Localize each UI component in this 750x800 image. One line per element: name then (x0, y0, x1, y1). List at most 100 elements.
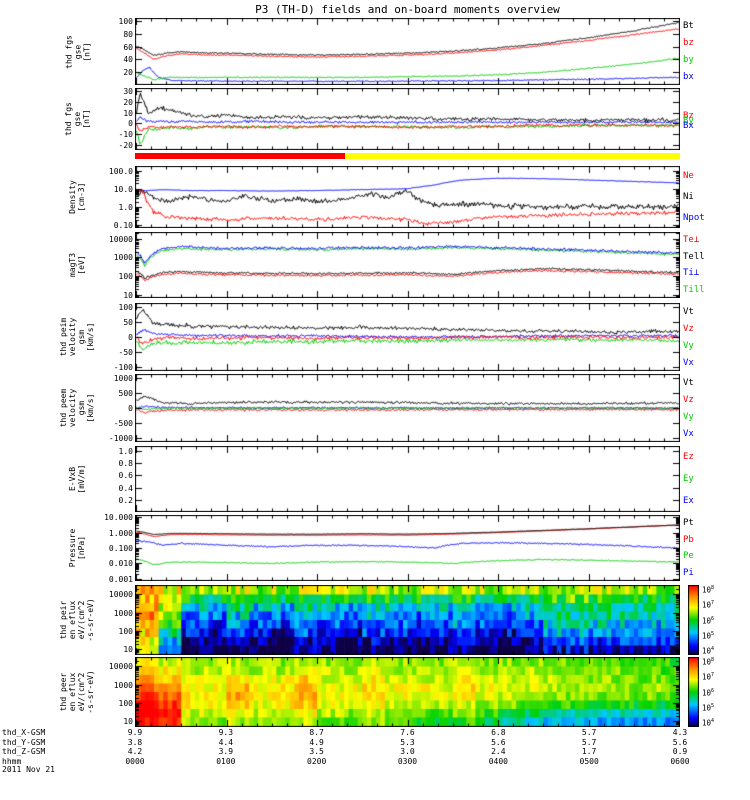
ytick-label: -500 (113, 418, 133, 428)
legend-Vy: Vy (683, 411, 694, 422)
ytick-label: 0.100 (108, 544, 133, 553)
legend-Bz: Bz (683, 111, 694, 121)
axis-value: 5.7 (581, 737, 597, 747)
ylabel-fgs-total: thd fgs gse [nT] (54, 18, 100, 85)
panel-canvas-electron-spectrogram (135, 657, 680, 727)
panel-canvas-pressure (135, 515, 680, 581)
panel-canvas-density (135, 166, 680, 228)
colorbar-label: 104 (702, 646, 715, 656)
ytick-label: 10 (123, 291, 133, 301)
axis-row-label-1: thd_Y-GSM (2, 737, 46, 747)
panel-canvas-efield (135, 446, 680, 512)
ylabel-text-ion-spectrogram: thd peir en eflux eV/(cm^2 -s-sr-eV) (59, 598, 95, 642)
axis-value: 0500 (579, 756, 599, 766)
ytick-label: 10 (123, 717, 133, 727)
ylabel-electron-spectrogram: thd peer en eflux eV/(cm^2 -s-sr-eV) (54, 657, 100, 727)
colorbar-label: 104 (702, 718, 715, 728)
quality-bar-segment-0 (135, 153, 345, 159)
ytick-label: 10000 (108, 234, 133, 244)
legend-Vz: Vz (683, 323, 694, 334)
panel-canvas-electron-velocity (135, 374, 680, 442)
ytick-label: 40 (123, 55, 133, 65)
ylabel-electron-velocity: thd peem velocity gsm [km/s] (54, 374, 100, 442)
legend-Pt: Pt (683, 518, 694, 529)
legend-Npot: Npot (683, 212, 705, 223)
ytick-label: 0 (128, 404, 133, 413)
colorbar-label: 108 (702, 657, 715, 667)
panel-canvas-fgs-components (135, 88, 680, 150)
colorbar-electron-spectrogram (688, 657, 699, 727)
axis-value: 5.6 (491, 737, 506, 747)
axis-value: 0100 (216, 756, 236, 766)
ytick-label: 50 (123, 318, 133, 328)
ylabel-ion-velocity: thd peim velocity gsm [km/s] (54, 303, 100, 371)
ytick-label: 0 (128, 333, 133, 342)
axis-row-label-0: thd_X-GSM (2, 728, 46, 737)
panel-canvas-ion-velocity (135, 303, 680, 371)
ytick-label: 0.8 (118, 459, 133, 469)
ytick-label: 0.4 (118, 483, 133, 493)
legend-Vy: Vy (683, 340, 694, 351)
ytick-label: 20 (123, 68, 133, 78)
ytick-label: 1000 (113, 608, 133, 618)
legend-Te⊥: Te⊥ (683, 235, 700, 246)
legend-by: by (683, 54, 694, 65)
ytick-label: 10 (123, 645, 133, 655)
axis-value: 6.8 (491, 728, 506, 737)
ytick-label: 0 (128, 119, 133, 129)
axis-value: 3.0 (400, 747, 415, 756)
legend-Vt: Vt (683, 306, 694, 317)
ytick-label: -10 (118, 129, 133, 139)
ytick-label: 1000 (113, 253, 133, 263)
axis-value: 4.3 (672, 728, 688, 737)
colorbar-label: 106 (702, 615, 715, 626)
axis-value: 4.2 (127, 747, 143, 756)
legend-Ey: Ey (683, 474, 694, 484)
ylabel-ion-spectrogram: thd peir en eflux eV/(cm^2 -s-sr-eV) (54, 585, 100, 655)
axis-value: 5.3 (400, 737, 415, 747)
ytick-label: 0.2 (118, 495, 133, 505)
axis-value: 3.9 (218, 747, 234, 756)
ytick-label: 100 (118, 627, 133, 637)
legend-Till: Till (683, 284, 705, 295)
axis-value: 5.6 (672, 737, 688, 747)
ytick-label: 500 (118, 389, 133, 399)
axis-value: 0300 (397, 756, 418, 766)
legend-bz: bz (683, 38, 694, 49)
colorbar-label: 108 (702, 585, 715, 595)
ytick-label: 10.000 (104, 513, 133, 523)
ylabel-pressure: Pressure [nPa] (54, 515, 100, 581)
axis-value: 8.7 (309, 728, 324, 737)
ytick-label: 0.6 (118, 471, 133, 481)
colorbar-label: 107 (702, 672, 715, 682)
ytick-label: -1000 (108, 433, 133, 443)
legend-Ni: Ni (683, 192, 694, 202)
axis-value: 0600 (670, 756, 690, 766)
legend-Pe: Pe (683, 551, 694, 562)
ylabel-text-electron-spectrogram: thd peer en eflux eV/(cm^2 -s-sr-eV) (59, 670, 95, 714)
ytick-label: 80 (123, 29, 133, 39)
quality-bar-segment-1 (344, 153, 680, 159)
ytick-label: 1.0 (118, 446, 133, 456)
ylabel-text-temperature: magT3 [eV] (68, 252, 86, 278)
legend-Pi: Pi (683, 567, 694, 578)
panel-canvas-ion-spectrogram (135, 585, 680, 655)
ytick-label: -100 (113, 362, 133, 372)
panel-canvas-temperature (135, 232, 680, 298)
legend-Bt: Bt (683, 21, 694, 32)
legend-Ex: Ex (683, 496, 694, 506)
axis-value: 0.9 (672, 747, 688, 756)
legend-bx: bx (683, 71, 694, 82)
colorbar-label: 106 (702, 687, 715, 698)
axis-value: 5.7 (581, 728, 597, 737)
ytick-label: 60 (123, 42, 133, 52)
axis-value: 7.6 (400, 728, 415, 737)
ytick-label: 10 (123, 108, 133, 118)
ytick-label: 100 (118, 272, 133, 282)
ylabel-text-pressure: Pressure [nPa] (68, 528, 86, 568)
axis-value: 0000 (125, 756, 145, 766)
ytick-label: 100.0 (108, 166, 133, 176)
ytick-label: 100 (118, 699, 133, 709)
ytick-label: -50 (118, 347, 133, 357)
